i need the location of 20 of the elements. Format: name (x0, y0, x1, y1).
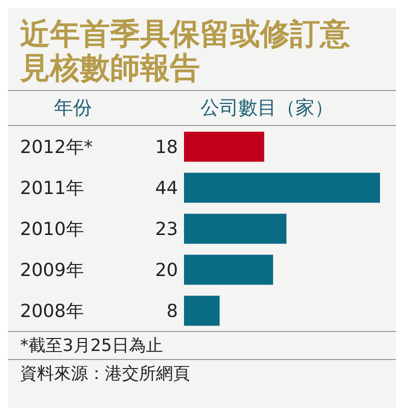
x-axis-title: 公司數目（家） (200, 96, 334, 121)
text: *截至3月25日為止 (8, 331, 396, 359)
y-tick-label: 2008年 (20, 300, 84, 322)
source-note: 資料來源：港交所網頁 (8, 359, 396, 387)
data-label: 44 (155, 178, 178, 200)
data-label: 8 (166, 301, 178, 322)
y-tick-label: 2009年 (20, 260, 84, 281)
y-tick-label: 2011年 (20, 178, 84, 199)
bar (184, 172, 380, 203)
data-label: 20 (155, 260, 178, 282)
chart-title: 近年首季具保留或修訂意見核數師報告 (18, 16, 351, 88)
y-tick-label: 2012年* (20, 136, 93, 158)
y-tick-label: 2010年 (20, 218, 84, 240)
bar (184, 296, 220, 326)
data-label: 18 (155, 137, 178, 158)
bar (184, 132, 264, 162)
data-label: 23 (155, 219, 178, 240)
bar (184, 254, 274, 285)
bar (184, 214, 286, 244)
y-axis-title: 年份 (53, 96, 93, 121)
